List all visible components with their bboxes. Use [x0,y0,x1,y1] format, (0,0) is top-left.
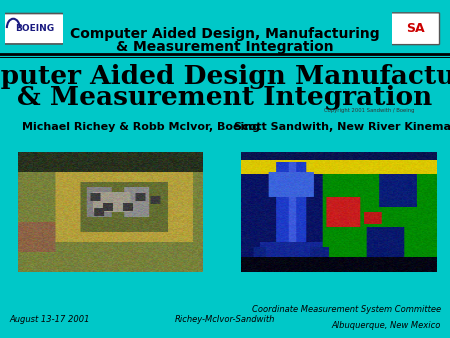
Text: August 13-17 2001: August 13-17 2001 [9,315,90,324]
Text: Scott Sandwith, New River Kinematics: Scott Sandwith, New River Kinematics [234,122,450,132]
Text: BOEING: BOEING [15,24,54,32]
Text: SA: SA [406,22,424,34]
Text: Michael Richey & Robb McIvor, Boeing: Michael Richey & Robb McIvor, Boeing [22,122,261,132]
Text: & Measurement Integration: & Measurement Integration [116,40,334,54]
FancyBboxPatch shape [391,13,440,45]
Text: Computer Aided Design, Manufacturing: Computer Aided Design, Manufacturing [70,27,380,41]
Text: Copyright 2001 Sandwith / Boeing: Copyright 2001 Sandwith / Boeing [324,108,414,113]
Text: Coordinate Measurement System Committee: Coordinate Measurement System Committee [252,306,441,314]
Text: & Measurement Integration: & Measurement Integration [18,84,432,110]
Text: Albuquerque, New Mexico: Albuquerque, New Mexico [332,321,441,330]
Text: Richey-McIvor-Sandwith: Richey-McIvor-Sandwith [175,315,275,324]
FancyBboxPatch shape [1,14,65,44]
Text: Computer Aided Design Manufacturing: Computer Aided Design Manufacturing [0,64,450,89]
